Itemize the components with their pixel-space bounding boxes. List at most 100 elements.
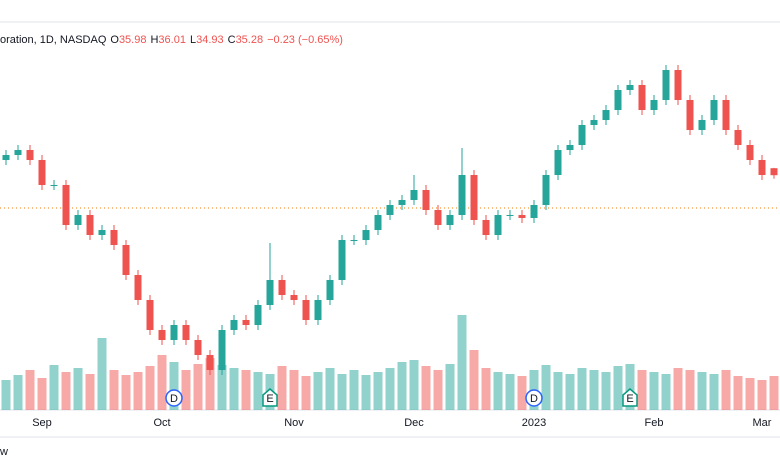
event-marker <box>262 388 278 407</box>
field-value: 35.28 <box>236 34 264 46</box>
field-label: H <box>150 34 158 46</box>
candle-body <box>722 100 730 130</box>
candle-body <box>242 320 250 325</box>
candle-body <box>50 185 58 186</box>
volume-bar <box>685 370 695 410</box>
candle-body <box>2 155 10 160</box>
volume-bar <box>313 372 323 410</box>
candle-body <box>590 120 598 125</box>
candle-body <box>470 175 478 220</box>
volume-bar <box>613 366 623 410</box>
candle-body <box>482 220 490 235</box>
volume-bar <box>733 376 743 410</box>
candle-body <box>662 70 670 100</box>
candle-body <box>86 215 94 235</box>
x-tick-label: Dec <box>404 417 424 429</box>
volume-bar <box>61 372 71 410</box>
candle-body <box>506 215 514 216</box>
volume-bar <box>49 365 59 410</box>
volume-bar <box>325 368 335 410</box>
volume-bar <box>745 378 755 410</box>
volume-bar <box>397 362 407 410</box>
field-label: C <box>228 34 236 46</box>
candle-body <box>530 205 538 218</box>
volume-bar <box>241 370 251 410</box>
candle-body <box>638 85 646 110</box>
candle-body <box>554 150 562 175</box>
candle-body <box>458 175 466 215</box>
volume-bar <box>469 350 479 410</box>
volume-bar <box>277 366 287 410</box>
change: −0.23 (−0.65%) <box>267 34 343 46</box>
event-marker <box>622 388 638 407</box>
volume-bar <box>289 370 299 410</box>
field-label: L <box>190 34 196 46</box>
candle-body <box>62 185 70 225</box>
candle-body <box>614 90 622 110</box>
volume-bar <box>13 375 23 410</box>
volume-bar <box>673 368 683 410</box>
candle-body <box>194 340 202 355</box>
candle-body <box>290 295 298 300</box>
candle-body <box>326 280 334 300</box>
volume-bar <box>337 374 347 410</box>
event-label: D <box>170 393 178 405</box>
volume-bar <box>601 372 611 410</box>
volume-bar <box>97 338 107 410</box>
event-label: D <box>530 393 538 405</box>
volume-bar <box>505 374 515 410</box>
candle-body <box>398 200 406 205</box>
volume-bar <box>409 360 419 410</box>
volume-bar <box>565 374 575 410</box>
volume-bar <box>481 368 491 410</box>
volume-bar <box>457 315 467 410</box>
volume-bar <box>697 372 707 410</box>
candle-body <box>266 280 274 305</box>
event-label: E <box>266 393 273 405</box>
volume-bar <box>649 372 659 410</box>
field-value: 35.98 <box>119 34 147 46</box>
x-tick-label: Mar <box>753 417 772 429</box>
candle-body <box>338 240 346 280</box>
volume-bar <box>133 372 143 410</box>
volume-bar <box>709 374 719 410</box>
volume-bar <box>757 380 767 410</box>
candle-body <box>14 150 22 155</box>
candle-body <box>626 85 634 90</box>
volume-bar <box>361 375 371 410</box>
event-marker <box>525 389 543 407</box>
candle-body <box>374 215 382 230</box>
event-label: E <box>626 393 633 405</box>
candle-body <box>542 175 550 205</box>
candle-body <box>650 100 658 110</box>
candle-body <box>254 305 262 325</box>
volume-bar <box>553 372 563 410</box>
candle-body <box>38 160 46 185</box>
volume-bar <box>229 368 239 410</box>
volume-bar <box>157 355 167 410</box>
volume-bar <box>205 358 215 410</box>
x-tick-label: Nov <box>284 417 304 429</box>
candle-body <box>218 330 226 370</box>
volume-bar <box>253 372 263 410</box>
volume-bar <box>769 376 779 410</box>
candle-body <box>170 325 178 340</box>
candle-body <box>446 215 454 225</box>
volume-bar <box>121 375 131 410</box>
volume-bar <box>169 362 179 410</box>
volume-bar <box>541 365 551 410</box>
volume-bar <box>25 370 35 410</box>
volume-bar <box>661 374 671 410</box>
candle-body <box>434 210 442 225</box>
candle-body <box>578 125 586 145</box>
candle-body <box>350 240 358 241</box>
volume-bar <box>109 370 119 410</box>
candle-body <box>230 320 238 330</box>
candle-body <box>302 300 310 320</box>
candle-body <box>698 120 706 130</box>
event-marker <box>165 389 183 407</box>
field-value: 36.01 <box>158 34 186 46</box>
candle-body <box>734 130 742 145</box>
candle-body <box>386 205 394 215</box>
volume-bar <box>301 376 311 410</box>
